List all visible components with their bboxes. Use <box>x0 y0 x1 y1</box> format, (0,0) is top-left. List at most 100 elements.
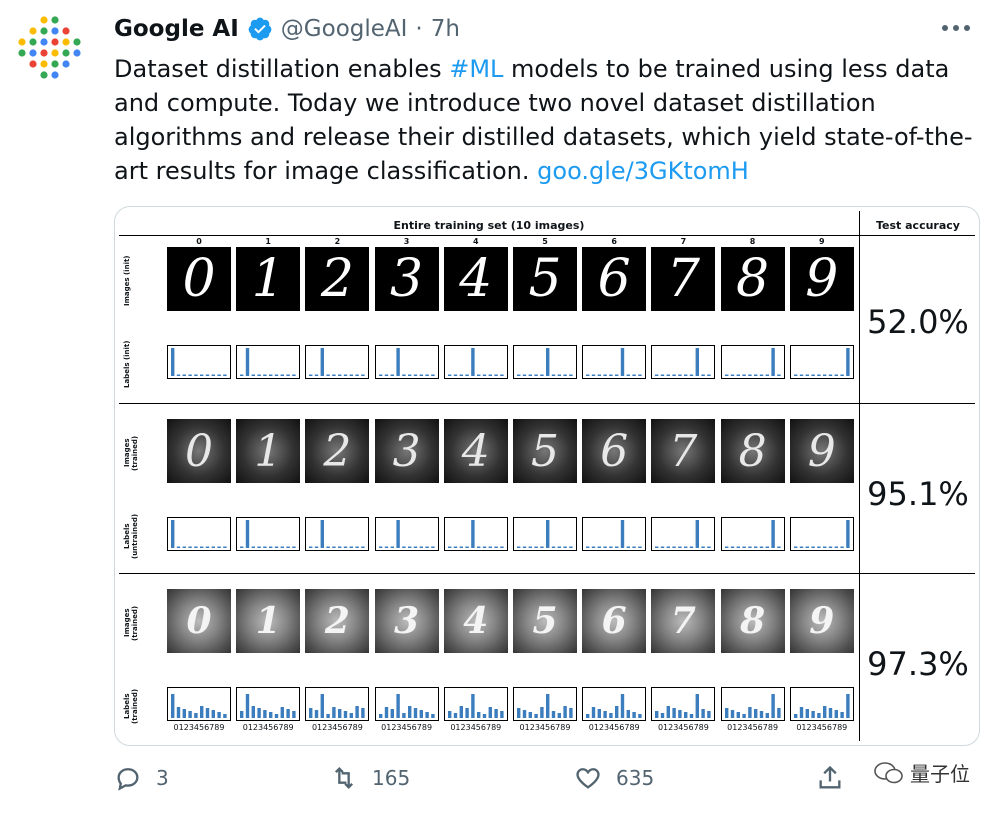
label-bar <box>384 546 388 548</box>
share-action[interactable] <box>816 764 844 792</box>
label-bar-chart <box>789 517 854 551</box>
label-bar <box>188 546 192 548</box>
label-bar <box>678 546 682 548</box>
label-bar <box>793 374 798 376</box>
label-bar <box>765 713 769 718</box>
label-bar <box>315 546 319 548</box>
label-bar <box>326 374 331 376</box>
accuracy-header: Test accuracy <box>876 219 960 232</box>
label-bar <box>344 546 348 548</box>
label-bar <box>591 546 596 548</box>
column-number: 4 <box>473 237 479 246</box>
digit-image: 7 <box>651 419 716 483</box>
label-bar <box>344 374 348 376</box>
label-bar <box>424 712 429 718</box>
label-bar <box>759 374 763 376</box>
timestamp[interactable]: 7h <box>430 16 460 42</box>
label-bar <box>678 374 682 376</box>
label-bar <box>569 546 573 548</box>
label-bar <box>563 706 567 718</box>
digit-image: 0 <box>167 589 231 653</box>
label-bar <box>753 546 757 548</box>
logo-dot <box>51 27 59 35</box>
like-action[interactable]: 635 <box>574 764 654 792</box>
tick-labels: 0123456789 <box>796 723 848 732</box>
label-bar <box>482 714 486 718</box>
label-bar <box>476 712 481 718</box>
label-bar <box>834 546 838 548</box>
label-bar <box>597 546 602 548</box>
label-bar <box>551 546 556 548</box>
label-bar <box>730 546 734 548</box>
logo-dot <box>51 71 59 79</box>
label-bar <box>274 546 279 548</box>
like-count: 635 <box>616 766 655 790</box>
label-bar <box>517 708 521 718</box>
label-bar <box>620 348 625 376</box>
label-bar <box>770 520 775 548</box>
tick-labels: 0123456789 <box>588 723 640 732</box>
test-accuracy: 97.3% <box>867 645 969 683</box>
label-bar <box>793 714 798 718</box>
google-ai-avatar[interactable] <box>14 12 86 84</box>
digit-image: 7 <box>651 589 716 653</box>
label-bar <box>320 520 325 548</box>
retweet-action[interactable]: 165 <box>330 764 410 792</box>
label-bar <box>338 546 342 548</box>
tweet-media-image[interactable]: Entire training set (10 images) Test acc… <box>114 206 980 746</box>
logo-dot <box>29 60 37 68</box>
tweet-text-part: models to be trained using less data and… <box>114 55 973 185</box>
label-bar-chart <box>720 345 785 379</box>
digit-image: 1 <box>236 247 301 311</box>
label-bar <box>546 520 550 548</box>
digit-image: 2 <box>305 419 370 483</box>
label-bar <box>776 546 781 548</box>
label-bar <box>632 546 636 548</box>
label-bar <box>482 374 486 376</box>
label-bar <box>730 710 734 718</box>
watermark-text: 量子位 <box>910 762 970 786</box>
more-dots-icon[interactable] <box>938 16 974 40</box>
label-bar <box>499 546 504 548</box>
label-bar <box>678 710 682 718</box>
label-bar <box>690 374 694 376</box>
label-bar <box>563 546 567 548</box>
label-bar <box>816 713 821 718</box>
reply-action[interactable]: 3 <box>114 764 169 792</box>
label-bar <box>355 374 360 376</box>
row-images-label: Images (trained) <box>123 605 139 641</box>
label-bar <box>799 374 803 376</box>
label-bar <box>269 374 273 376</box>
label-bar <box>292 711 296 718</box>
label-bar <box>517 546 521 548</box>
label-bar <box>205 374 210 376</box>
label-bar <box>586 374 590 376</box>
label-bar <box>655 374 659 376</box>
label-bar <box>447 546 452 548</box>
label-bar <box>257 708 261 718</box>
logo-dot <box>40 16 48 24</box>
label-bar <box>741 546 746 548</box>
label-bar <box>194 374 198 376</box>
logo-dot <box>62 60 70 68</box>
figure-divider <box>119 235 975 236</box>
article-link[interactable]: goo.gle/3GKtomH <box>537 157 749 185</box>
label-bar <box>822 374 827 376</box>
column-number: 2 <box>334 237 341 246</box>
tick-labels: 0123456789 <box>173 723 225 732</box>
label-bar <box>355 546 360 548</box>
label-bar <box>349 713 354 718</box>
label-bar <box>240 374 244 376</box>
tweet-header: Google AI @GoogleAI · 7h <box>114 12 460 46</box>
row-images-label: Images (init) <box>123 255 131 307</box>
label-bar <box>188 711 192 718</box>
hashtag-link[interactable]: #ML <box>449 55 504 83</box>
author-name[interactable]: Google AI <box>114 16 239 42</box>
column-number: 0 <box>196 237 202 246</box>
label-bar <box>540 374 544 376</box>
label-bar <box>609 374 613 376</box>
author-handle[interactable]: @GoogleAI <box>280 16 408 42</box>
figure-title: Entire training set (10 images) <box>393 219 585 232</box>
tick-labels: 0123456789 <box>311 723 363 732</box>
